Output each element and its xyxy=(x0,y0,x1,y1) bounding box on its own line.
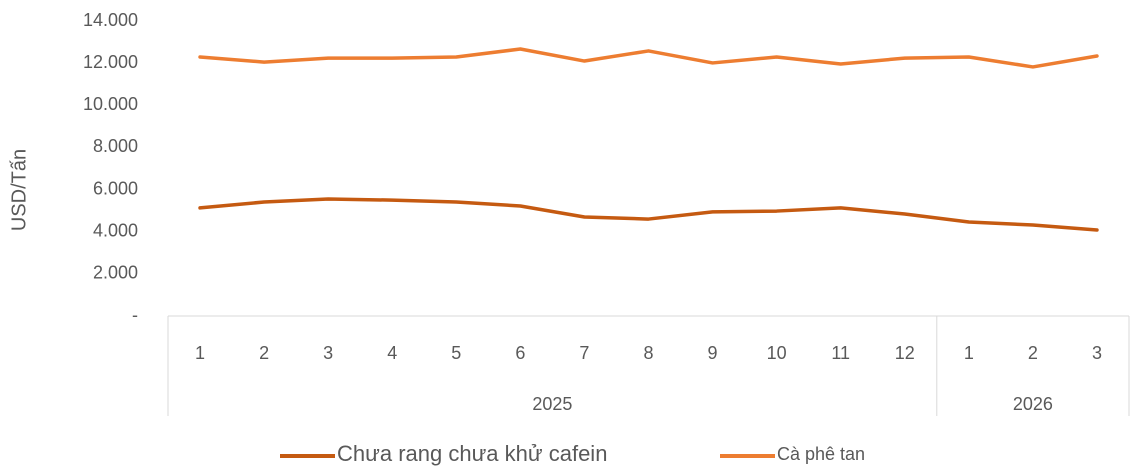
y-tick-label: 12.000 xyxy=(83,52,138,72)
legend-label: Chưa rang chưa khử cafein xyxy=(337,441,607,466)
x-tick-label: 3 xyxy=(1092,343,1102,363)
x-tick-label: 11 xyxy=(831,343,850,363)
x-tick-label: 6 xyxy=(515,343,525,363)
x-tick-label: 1 xyxy=(964,343,974,363)
x-tick-label: 7 xyxy=(579,343,589,363)
x-tick-label: 9 xyxy=(708,343,718,363)
x-group-label: 2026 xyxy=(1013,394,1053,414)
y-tick-label: 6.000 xyxy=(93,178,138,198)
x-tick-label: 2 xyxy=(1028,343,1038,363)
y-tick-label: - xyxy=(132,305,138,325)
series-line xyxy=(198,197,1099,232)
legend-label: Cà phê tan xyxy=(777,444,865,464)
y-axis-label: USD/Tấn xyxy=(8,149,30,231)
x-tick-label: 8 xyxy=(643,343,653,363)
y-tick-label: 14.000 xyxy=(83,10,138,30)
x-tick-label: 2 xyxy=(259,343,269,363)
x-tick-label: 5 xyxy=(451,343,461,363)
x-tick-label: 1 xyxy=(195,343,205,363)
x-tick-label: 12 xyxy=(895,343,915,363)
y-tick-label: 10.000 xyxy=(83,94,138,114)
x-tick-label: 4 xyxy=(387,343,397,363)
x-tick-label: 3 xyxy=(323,343,333,363)
y-tick-label: 2.000 xyxy=(93,263,138,283)
series-line xyxy=(198,47,1099,69)
y-tick-label: 4.000 xyxy=(93,220,138,240)
x-tick-label: 10 xyxy=(767,343,787,363)
x-group-label: 2025 xyxy=(532,394,572,414)
y-tick-label: 8.000 xyxy=(93,136,138,156)
